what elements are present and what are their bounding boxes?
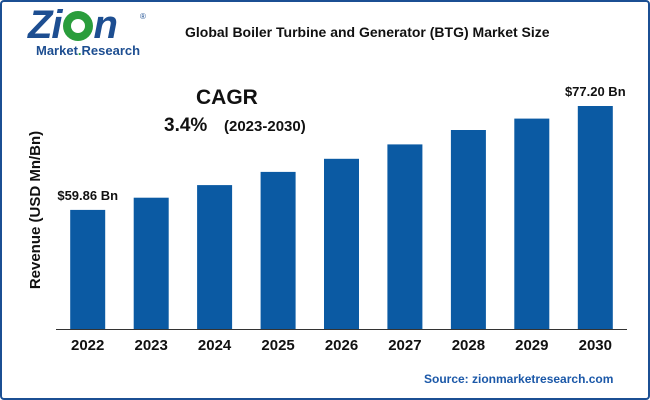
x-tick-labels: 2022 2023 2024 2025 2026 2027 2028 2029 2030	[71, 337, 612, 354]
data-label-2022: $59.86 Bn	[57, 188, 118, 203]
logo-wordmark: Zi n	[28, 3, 118, 47]
zion-logo: Zi n ® Market.Research	[14, 3, 146, 60]
bar-2023	[133, 197, 169, 329]
x-tick-2027: 2027	[388, 337, 421, 354]
bar-2026	[324, 158, 359, 329]
cagr-period: (2023-2030)	[224, 118, 306, 135]
chart-title: Global Boiler Turbine and Generator (BTG…	[185, 24, 550, 40]
y-axis-label: Revenue (USD Mn/Bn)	[27, 131, 44, 289]
cagr-label: CAGR	[196, 86, 258, 109]
x-tick-2028: 2028	[452, 337, 485, 354]
x-tick-2029: 2029	[515, 337, 548, 354]
x-tick-2022: 2022	[71, 337, 104, 354]
bar-2025	[260, 171, 296, 329]
source-credit: Source: zionmarketresearch.com	[424, 372, 614, 386]
logo-registered-mark: ®	[140, 12, 146, 21]
bar-2022	[70, 209, 106, 329]
logo-subtitle: Market.Research	[36, 43, 141, 58]
cagr-value: 3.4%	[164, 115, 208, 136]
bar-2029	[514, 118, 550, 329]
bar-2030	[577, 106, 613, 329]
data-labels: $59.86 Bn $77.20 Bn	[57, 84, 625, 203]
bar-2024	[197, 185, 233, 329]
x-tick-2026: 2026	[325, 337, 358, 354]
data-label-2030: $77.20 Bn	[565, 84, 626, 99]
bar-group	[70, 106, 613, 329]
x-tick-2024: 2024	[198, 337, 232, 354]
x-tick-2025: 2025	[261, 337, 294, 354]
x-tick-2023: 2023	[135, 337, 168, 354]
x-tick-2030: 2030	[579, 337, 612, 354]
bar-2028	[450, 130, 486, 329]
bar-2027	[387, 144, 423, 329]
